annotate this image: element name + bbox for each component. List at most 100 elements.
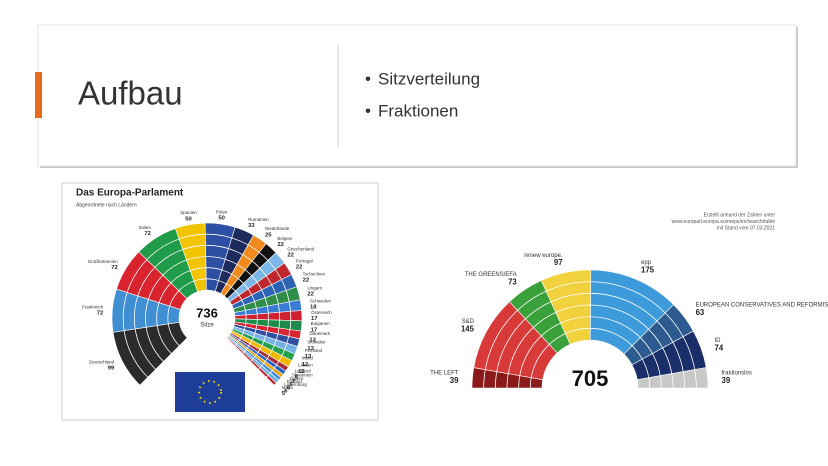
group-label: Tschechien bbox=[303, 271, 326, 276]
seat-count: 6 bbox=[284, 388, 288, 394]
seat-count: 13 bbox=[307, 346, 314, 352]
seat-row bbox=[483, 281, 697, 389]
seat-count: 145 bbox=[461, 324, 475, 333]
seat-count: 99 bbox=[108, 366, 115, 372]
source-note: www.europarl.europa.eu/meps/en/search/ta… bbox=[672, 219, 776, 225]
group-label: Frankreich bbox=[82, 304, 104, 309]
group-label: Bulgarien bbox=[311, 321, 331, 326]
seat-count: 72 bbox=[144, 231, 151, 237]
group-label: epp bbox=[641, 260, 652, 266]
seat-count: 8 bbox=[295, 375, 299, 381]
left-chart: Deutschland99Frankreich72Großbritannien7… bbox=[82, 210, 332, 398]
group-label: Großbritannien bbox=[88, 259, 119, 264]
source-note: mit Stand vom 07.03.2021 bbox=[717, 225, 776, 231]
seat-count: 5 bbox=[282, 391, 286, 397]
seat-count: 13 bbox=[309, 337, 316, 343]
bullet: Fraktionen bbox=[378, 101, 458, 120]
group-label: fraktionslos bbox=[722, 371, 752, 377]
bullet-dot: • bbox=[365, 101, 371, 120]
seat-count: 22 bbox=[303, 278, 310, 284]
seat-count: 39 bbox=[450, 376, 459, 385]
group-label: Dänemark bbox=[309, 331, 331, 336]
seat-row bbox=[145, 256, 269, 362]
seat-count: 6 bbox=[287, 385, 291, 391]
seat-count: 175 bbox=[641, 266, 655, 275]
seat-row bbox=[518, 316, 662, 389]
seat-count: 17 bbox=[311, 316, 318, 322]
seat-row bbox=[122, 233, 292, 378]
seat-count: 50 bbox=[218, 216, 225, 222]
seat-count: 7 bbox=[292, 379, 295, 385]
seat-count: 33 bbox=[248, 223, 255, 229]
source-note: Erstellt anhand der Zahlen unter bbox=[704, 212, 776, 218]
group-label: Portugal bbox=[296, 258, 313, 263]
bullet-dot: • bbox=[365, 69, 371, 88]
group-label: Zypern bbox=[289, 376, 304, 381]
seat-segment bbox=[226, 336, 277, 386]
total-label: Sitze bbox=[200, 323, 214, 329]
seat-row bbox=[529, 327, 651, 389]
group-label: Schweden bbox=[310, 298, 332, 303]
group-label: Slowakei bbox=[307, 340, 325, 345]
group-label: Slowenien bbox=[292, 373, 313, 378]
group-label: EUROPEAN CONSERVATIVES AND REFORMISTS bbox=[696, 303, 828, 309]
eu-flag bbox=[175, 372, 245, 412]
seat-count: 22 bbox=[307, 291, 314, 297]
group-label: Belgien bbox=[277, 236, 293, 241]
seat-count: 72 bbox=[111, 265, 118, 271]
group-label: Ungarn bbox=[307, 285, 322, 290]
chart-subtitle: Abgeordnete nach Ländern bbox=[76, 202, 137, 208]
seat-row bbox=[506, 304, 674, 389]
group-label: Italien bbox=[139, 225, 152, 230]
chart-title: Das Europa-Parlament bbox=[76, 188, 184, 199]
bullet: Sitzverteilung bbox=[378, 69, 480, 88]
seat-count: 25 bbox=[265, 232, 272, 238]
seat-count: 6 bbox=[289, 382, 293, 388]
seat-count: 17 bbox=[311, 327, 318, 333]
group-label: Malta bbox=[282, 385, 294, 390]
seat-count: 18 bbox=[310, 305, 317, 311]
seat-count: 73 bbox=[508, 277, 517, 286]
accent-bar bbox=[35, 72, 42, 118]
total-seats: 736 bbox=[196, 305, 218, 320]
seat-count: 50 bbox=[185, 216, 192, 222]
group-label: ID bbox=[715, 338, 722, 344]
seat-count: 22 bbox=[296, 265, 303, 271]
seat-count: 63 bbox=[696, 308, 705, 317]
group-label: Niederlande bbox=[265, 226, 290, 231]
seat-count: 39 bbox=[722, 376, 731, 385]
group-label: renew europe. bbox=[524, 253, 563, 259]
group-label: Deutschland bbox=[89, 359, 115, 364]
group-label: Spanien bbox=[180, 210, 197, 215]
seat-count: 13 bbox=[305, 354, 312, 360]
seat-row bbox=[494, 293, 686, 389]
group-label: Rumänien bbox=[248, 217, 269, 222]
group-label: Estland bbox=[287, 379, 303, 384]
group-label: Finnland bbox=[305, 348, 323, 353]
seat-count: 12 bbox=[302, 362, 309, 368]
seat-count: 22 bbox=[277, 242, 284, 248]
seat-count: 74 bbox=[715, 343, 724, 352]
seat-row bbox=[133, 245, 281, 370]
group-label: Griechenland bbox=[287, 247, 314, 252]
group-label: Lettland bbox=[295, 368, 312, 373]
group-label: Luxemburg bbox=[284, 382, 307, 387]
slide-title: Aufbau bbox=[78, 75, 183, 112]
seat-count: 12 bbox=[298, 369, 305, 375]
group-label: Österreich bbox=[311, 309, 332, 315]
total-seats: 705 bbox=[572, 366, 609, 391]
group-label: Polen bbox=[216, 210, 228, 215]
seat-count: 22 bbox=[287, 253, 294, 259]
group-label: THE LEFT bbox=[430, 371, 459, 377]
eu-stars bbox=[198, 380, 222, 404]
group-label: THE GREENS/EFA bbox=[465, 272, 517, 278]
group-label: Irland bbox=[302, 356, 314, 361]
group-label: S&D bbox=[462, 319, 475, 325]
seat-count: 72 bbox=[97, 310, 104, 316]
group-label: Litauen bbox=[298, 363, 313, 368]
seat-count: 97 bbox=[554, 258, 563, 267]
seat-row bbox=[156, 267, 258, 354]
title-card bbox=[37, 24, 797, 167]
